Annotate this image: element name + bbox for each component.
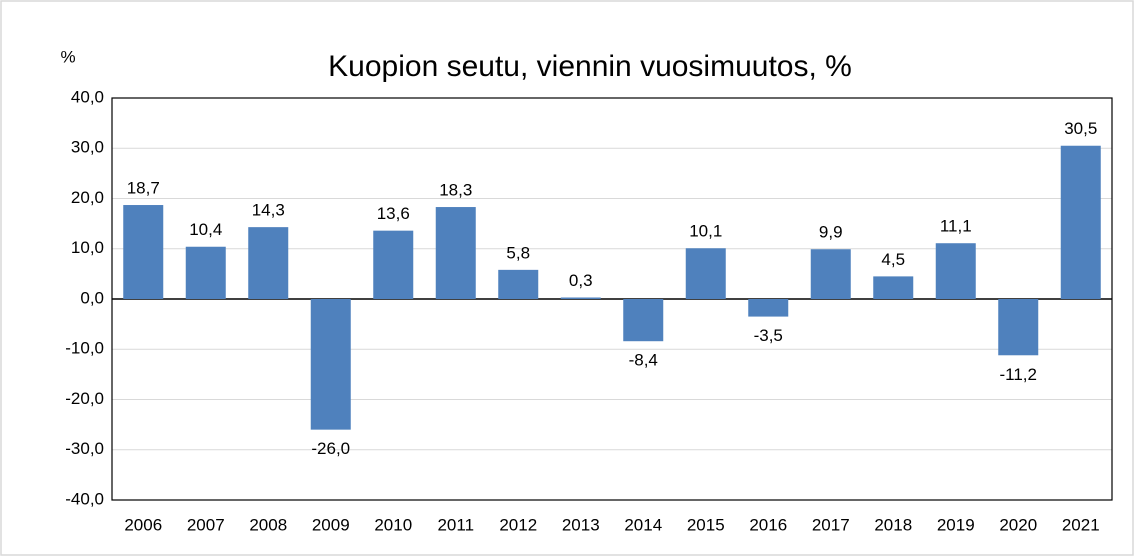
data-label: 9,9 xyxy=(819,223,843,242)
x-tick-label: 2007 xyxy=(187,515,225,534)
y-axis-label: % xyxy=(60,47,75,66)
y-tick-label: 0,0 xyxy=(80,288,104,307)
x-tick-label: 2008 xyxy=(249,515,287,534)
data-label: -8,4 xyxy=(629,351,658,370)
chart-title: Kuopion seutu, viennin vuosimuutos, % xyxy=(328,50,852,83)
data-label: 5,8 xyxy=(506,243,530,262)
y-tick-label: 10,0 xyxy=(71,238,104,257)
data-label: 30,5 xyxy=(1064,119,1097,138)
data-label: 0,3 xyxy=(569,271,593,290)
x-tick-label: 2020 xyxy=(999,515,1037,534)
bar xyxy=(435,207,476,299)
bar xyxy=(873,276,914,299)
bar xyxy=(248,227,289,299)
data-label: -3,5 xyxy=(754,326,783,345)
x-tick-label: 2015 xyxy=(687,515,725,534)
bar xyxy=(685,248,726,299)
x-tick-label: 2012 xyxy=(499,515,537,534)
y-tick-label: -40,0 xyxy=(65,489,104,508)
y-tick-label: 40,0 xyxy=(71,87,104,106)
bar xyxy=(310,299,351,430)
bar xyxy=(998,299,1039,356)
x-tick-label: 2017 xyxy=(812,515,850,534)
data-label: -26,0 xyxy=(311,439,350,458)
x-tick-label: 2011 xyxy=(437,515,474,534)
bar xyxy=(623,299,664,342)
y-tick-label: -20,0 xyxy=(65,389,104,408)
data-label: 10,4 xyxy=(189,220,222,239)
bar xyxy=(935,243,976,299)
x-tick-label: 2018 xyxy=(874,515,912,534)
bar xyxy=(748,299,789,317)
bar xyxy=(123,205,164,299)
data-label: 10,1 xyxy=(689,222,722,241)
x-tick-label: 2021 xyxy=(1062,515,1100,534)
x-tick-label: 2019 xyxy=(937,515,975,534)
bar xyxy=(498,269,539,299)
data-label: 11,1 xyxy=(940,217,972,236)
bar xyxy=(373,230,414,299)
x-tick-label: 2014 xyxy=(624,515,662,534)
data-label: 18,3 xyxy=(439,181,472,200)
y-tick-label: -30,0 xyxy=(65,439,104,458)
data-label: 18,7 xyxy=(127,179,160,198)
bar xyxy=(185,246,226,299)
x-tick-label: 2010 xyxy=(374,515,412,534)
plot-frame xyxy=(111,97,1113,501)
y-tick-label: -10,0 xyxy=(65,339,104,358)
x-tick-label: 2013 xyxy=(562,515,600,534)
x-tick-label: 2009 xyxy=(312,515,350,534)
data-label: 13,6 xyxy=(377,204,410,223)
x-tick-label: 2016 xyxy=(749,515,787,534)
data-label: 14,3 xyxy=(252,201,285,220)
bar xyxy=(560,297,601,299)
data-label: 4,5 xyxy=(881,250,905,269)
y-tick-label: 30,0 xyxy=(71,138,104,157)
bar xyxy=(1060,145,1101,299)
y-tick-label: 20,0 xyxy=(71,188,104,207)
data-label: -11,2 xyxy=(1000,365,1038,384)
bar xyxy=(810,249,851,299)
x-tick-label: 2006 xyxy=(124,515,162,534)
